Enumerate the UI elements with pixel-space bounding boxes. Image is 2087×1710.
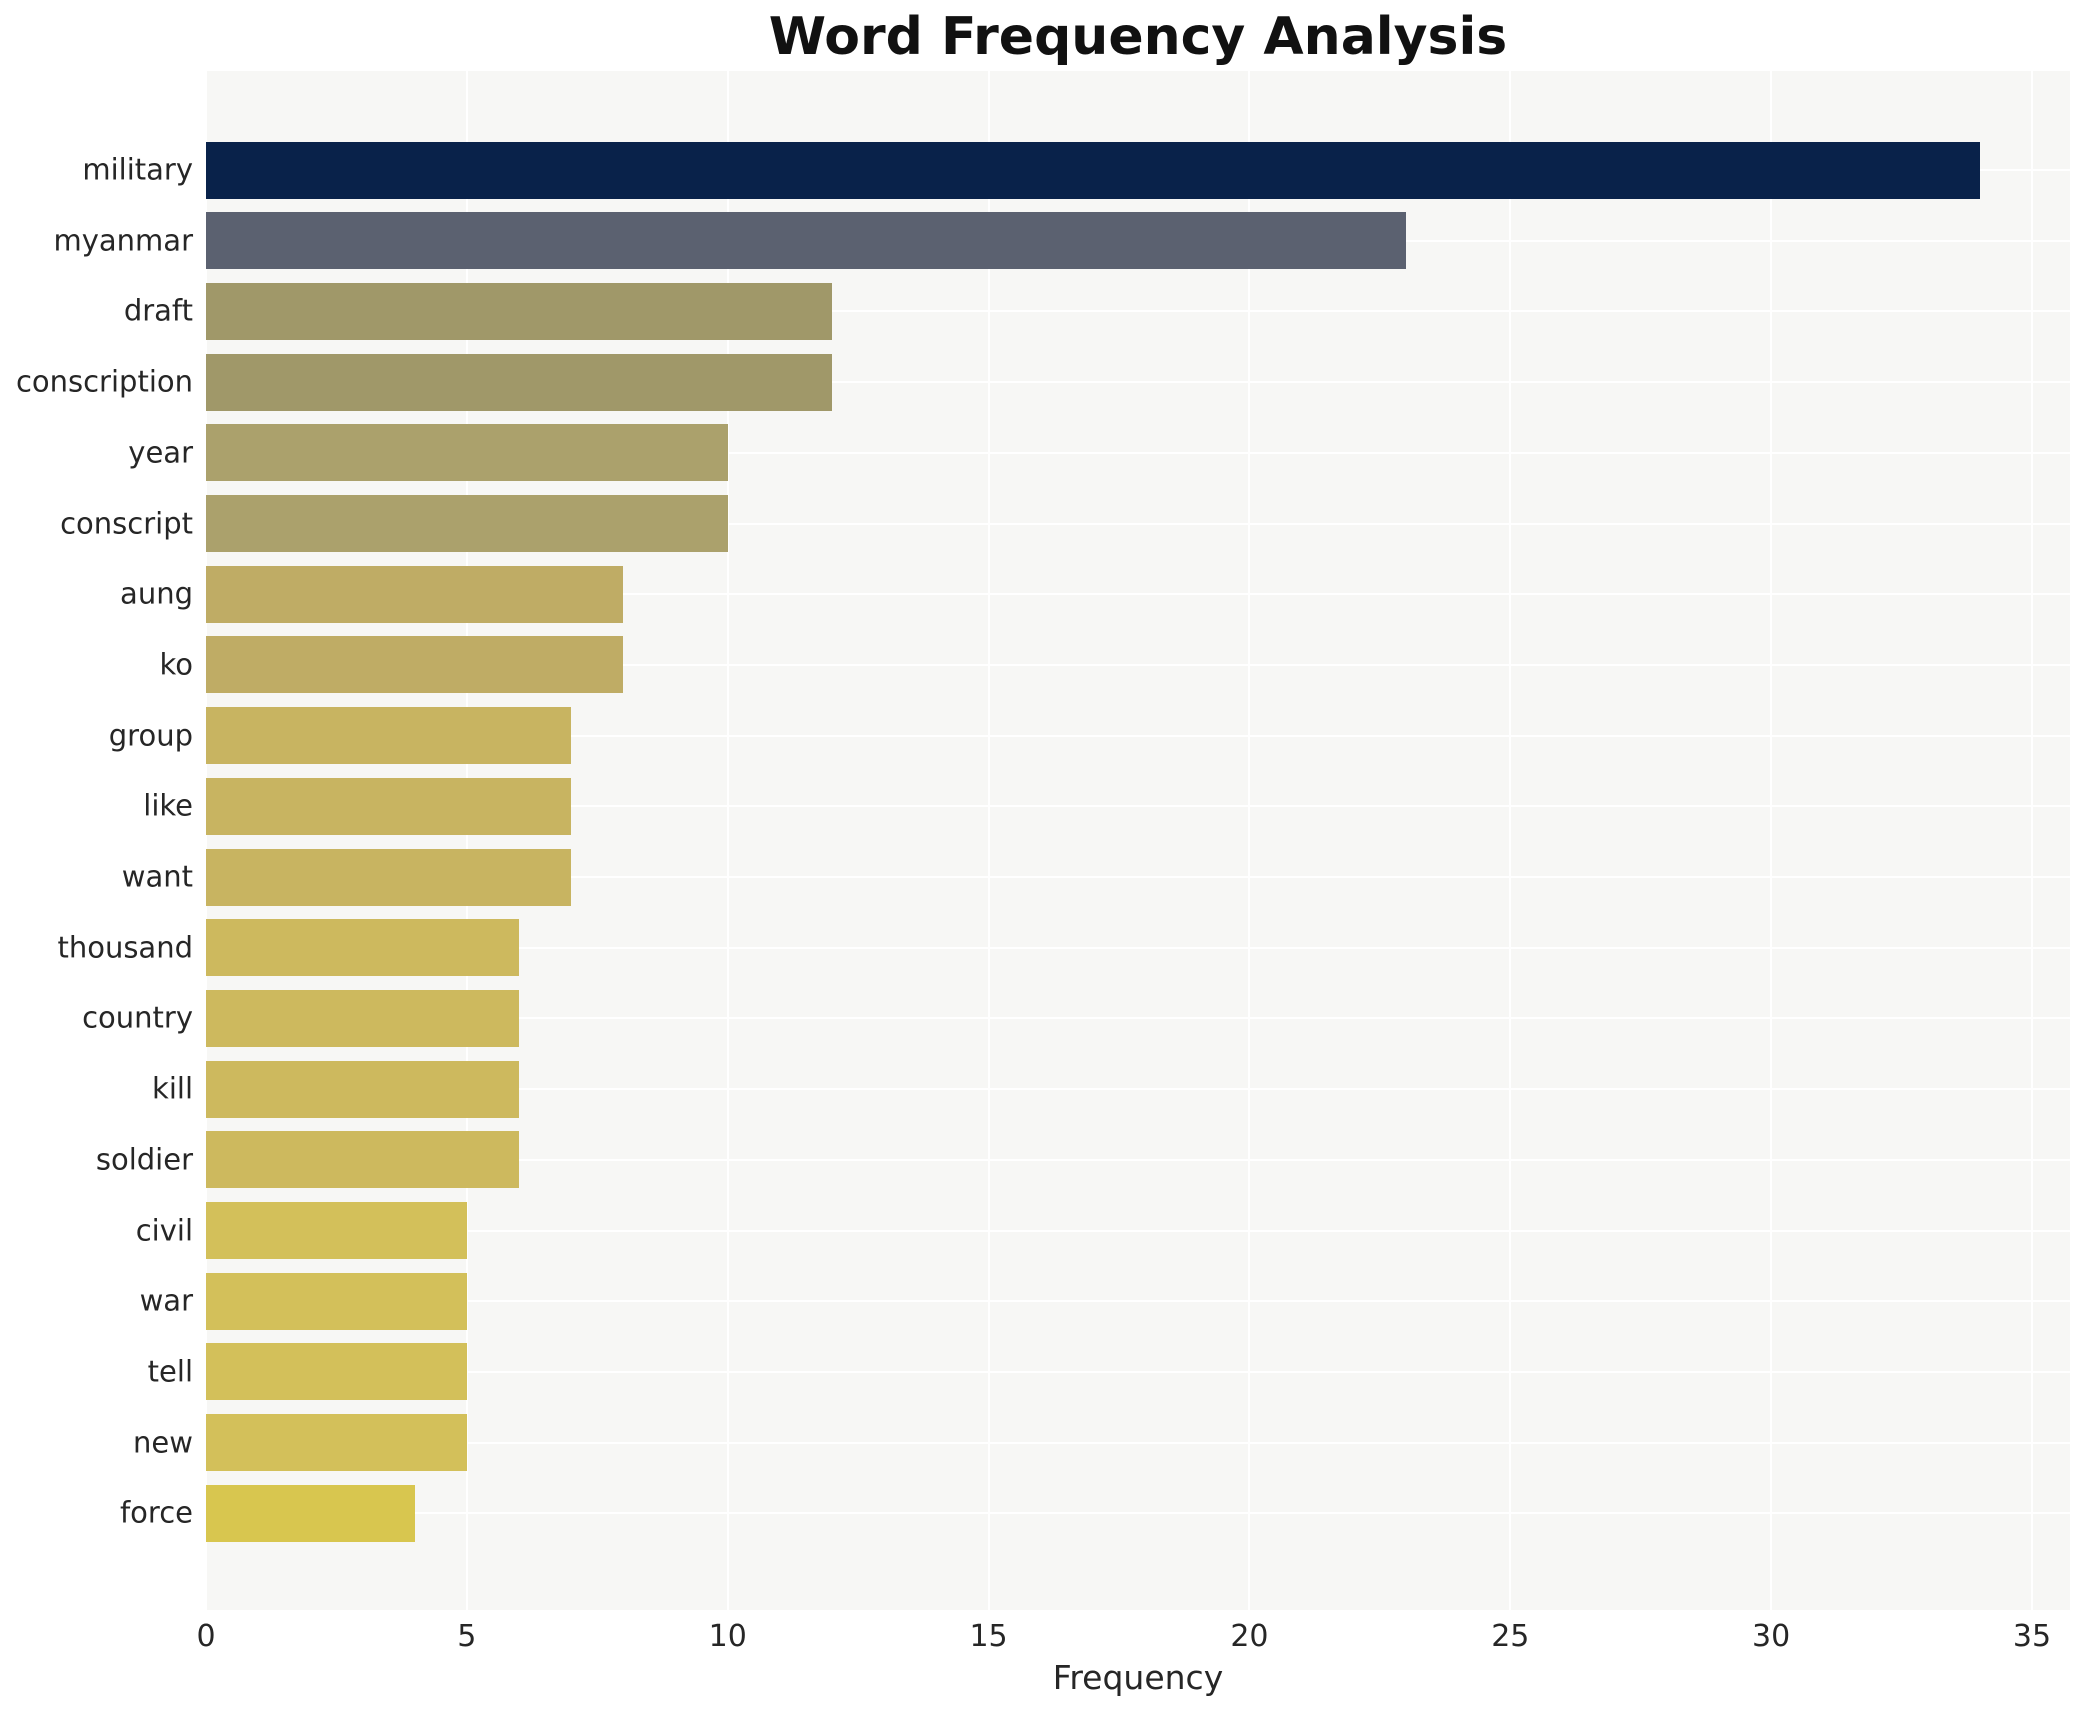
horizontal-gridline — [206, 310, 2070, 313]
bar-want — [206, 848, 572, 906]
horizontal-gridline — [206, 663, 2070, 666]
horizontal-gridline — [206, 381, 2070, 384]
y-tick-label-country: country — [82, 1000, 193, 1035]
horizontal-gridline — [206, 876, 2070, 878]
y-tick-label-ko: ko — [159, 647, 193, 682]
horizontal-gridline — [206, 593, 2070, 596]
bar-ko — [206, 636, 624, 694]
vertical-gridline — [205, 71, 207, 1610]
x-tick-label-0: 0 — [196, 1619, 216, 1654]
horizontal-gridline — [206, 451, 2070, 454]
horizontal-gridline — [206, 1158, 2070, 1161]
x-axis-label: Frequency — [1052, 1658, 1224, 1697]
bar-thousand — [206, 919, 520, 977]
horizontal-gridline — [206, 734, 2070, 737]
bar-draft — [206, 282, 833, 340]
bar-new — [206, 1414, 467, 1472]
bar-country — [206, 989, 520, 1047]
chart-title: Word Frequency Analysis — [768, 7, 1508, 67]
vertical-gridline — [987, 71, 990, 1610]
bar-military — [206, 141, 1980, 199]
bar-tell — [206, 1343, 467, 1401]
y-tick-label-force: force — [119, 1495, 193, 1530]
y-tick-label-soldier: soldier — [95, 1142, 193, 1177]
bar-civil — [206, 1202, 467, 1259]
y-tick-label-thousand: thousand — [57, 930, 193, 965]
y-tick-label-myanmar: myanmar — [53, 223, 193, 258]
x-tick-label-10: 10 — [708, 1619, 747, 1654]
vertical-gridline — [1770, 71, 1773, 1610]
bar-force — [206, 1484, 415, 1542]
bar-like — [206, 777, 572, 835]
x-tick-label-25: 25 — [1491, 1619, 1530, 1654]
y-tick-label-civil: civil — [135, 1213, 193, 1247]
y-tick-label-draft: draft — [123, 293, 193, 328]
horizontal-gridline — [206, 946, 2070, 949]
horizontal-gridline — [206, 1229, 2070, 1232]
y-tick-label-conscript: conscript — [60, 506, 193, 540]
y-tick-label-want: want — [121, 859, 193, 894]
bar-kill — [206, 1060, 520, 1118]
horizontal-gridline — [206, 1300, 2070, 1303]
y-tick-label-war: war — [139, 1283, 193, 1318]
y-tick-label-conscription: conscription — [15, 364, 193, 399]
y-tick-label-aung: aung — [120, 576, 193, 611]
horizontal-gridline — [206, 1017, 2070, 1020]
bar-year — [206, 424, 728, 482]
vertical-gridline — [1509, 71, 1512, 1610]
bar-group — [206, 707, 572, 765]
x-tick-label-5: 5 — [457, 1619, 477, 1654]
horizontal-gridline — [206, 1088, 2070, 1091]
y-tick-label-year: year — [128, 435, 193, 470]
bar-war — [206, 1272, 467, 1330]
bar-soldier — [206, 1131, 520, 1189]
x-tick-label-35: 35 — [2012, 1619, 2052, 1654]
y-tick-label-tell: tell — [147, 1354, 193, 1389]
horizontal-gridline — [206, 522, 2070, 525]
y-tick-label-kill: kill — [152, 1071, 193, 1106]
y-tick-label-like: like — [143, 788, 193, 823]
vertical-gridline — [465, 71, 468, 1610]
vertical-gridline — [2031, 71, 2033, 1610]
bar-aung — [206, 565, 624, 623]
plot-area — [205, 71, 2070, 1610]
y-tick-label-military: military — [82, 152, 193, 187]
horizontal-gridline — [206, 1370, 2070, 1373]
x-tick-label-20: 20 — [1230, 1619, 1269, 1654]
bar-conscription — [206, 353, 833, 411]
x-tick-label-30: 30 — [1752, 1619, 1791, 1654]
bar-myanmar — [206, 212, 1406, 270]
horizontal-gridline — [206, 1441, 2070, 1444]
bar-conscript — [206, 495, 728, 552]
y-tick-label-new: new — [133, 1425, 193, 1460]
horizontal-gridline — [206, 805, 2070, 808]
vertical-gridline — [726, 71, 729, 1610]
vertical-gridline — [1248, 71, 1251, 1610]
y-tick-label-group: group — [108, 718, 193, 753]
x-tick-label-15: 15 — [969, 1619, 1008, 1654]
horizontal-gridline — [206, 1512, 2070, 1515]
